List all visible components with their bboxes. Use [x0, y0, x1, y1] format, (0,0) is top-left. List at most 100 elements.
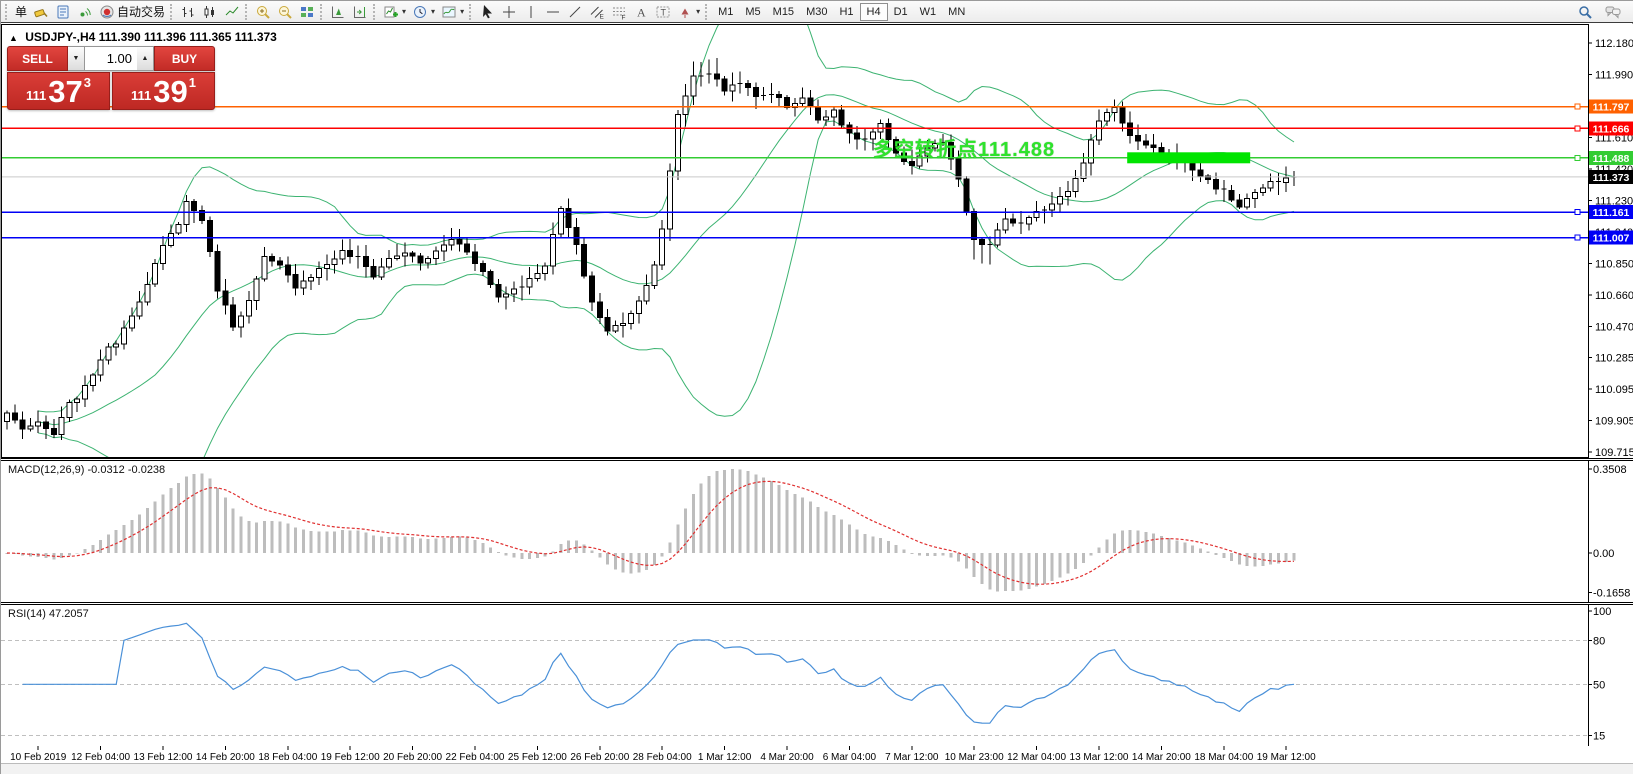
current-price-label: 111.373 [1593, 172, 1630, 184]
timeframe-H4-button[interactable]: H4 [859, 2, 888, 21]
chart-shift-icon-button[interactable] [349, 2, 371, 22]
metaeditor-icon-button[interactable] [52, 2, 74, 22]
timeframe-H1-button[interactable]: H1 [839, 5, 854, 18]
buy-price-button[interactable]: 111 39 1 [112, 72, 215, 110]
pane-divider[interactable] [1, 458, 1633, 461]
date-axis[interactable]: 10 Feb 2019 12 Feb 04:00 13 Feb 12:00 14 Fe… [1, 746, 1633, 763]
sell-button[interactable]: SELL [7, 46, 68, 71]
periods-icon-button[interactable]: ▾ [409, 2, 438, 22]
toolbar-group-handle[interactable] [373, 3, 376, 20]
styler-icon-button[interactable] [30, 2, 52, 22]
date-label: 18 Feb 04:00 [258, 752, 317, 763]
toolbar-group-handle[interactable] [5, 3, 8, 20]
new-order-button[interactable]: 单 [12, 2, 30, 22]
bar-chart-icon [182, 6, 194, 17]
timeframe-D1-button[interactable]: D1 [893, 5, 908, 18]
autotrading-label: 自动交易 [117, 5, 166, 19]
dropdown-caret-icon[interactable]: ▾ [460, 7, 465, 16]
sell-price-button[interactable]: 111 37 3 [7, 72, 110, 110]
toolbar-group-handle[interactable] [320, 3, 323, 20]
horizontal-lines[interactable] [1, 103, 1588, 241]
dropdown-caret-icon[interactable]: ▾ [402, 7, 407, 16]
text-label-icon-button[interactable]: T [652, 2, 674, 22]
macd-axis-label: 0.00 [1593, 548, 1614, 560]
date-label: 12 Mar 04:00 [1007, 752, 1066, 763]
timeframe-M1-button[interactable]: M1 [718, 5, 734, 18]
arrows-icon-button[interactable]: ▾ [674, 2, 703, 22]
equidistant-channel-icon-button[interactable]: E [586, 2, 608, 22]
ohlc-values: 111.390 111.396 111.365 111.373 [98, 30, 277, 44]
fibonacci-icon-button[interactable]: F [608, 2, 630, 22]
volume-increase-button[interactable]: ▲ [137, 46, 154, 71]
crosshair-icon-button[interactable] [498, 2, 520, 22]
date-axis-labels[interactable]: 10 Feb 2019 12 Feb 04:00 13 Feb 12:00 14 Fe… [10, 746, 1316, 763]
rsi-pane[interactable]: 100 80 50 15 [1, 605, 1633, 746]
cursor-icon [483, 4, 493, 18]
timeframe-M30-button[interactable]: M30 [806, 5, 828, 18]
search-button[interactable] [1574, 2, 1596, 22]
timeframe-M5-button[interactable]: M5 [745, 5, 761, 18]
indicators-icon [384, 6, 399, 17]
hline-price-label: 111.007 [1593, 233, 1630, 245]
indicators-icon-button[interactable]: ▾ [380, 2, 409, 22]
highlight-bar[interactable] [1127, 152, 1251, 164]
macd-pane[interactable]: 0.3508 0.00 -0.1658 [1, 461, 1633, 602]
toolbar-group-handle[interactable] [245, 3, 248, 20]
sell-price-pip: 3 [83, 75, 91, 90]
horizontal-line-icon-button[interactable] [542, 2, 564, 22]
timeframe-MN-button[interactable]: MN [948, 5, 966, 18]
line-chart-icon-button[interactable] [221, 2, 243, 22]
hline-price-label: 111.666 [1593, 123, 1630, 135]
collapse-panel-icon[interactable]: ▲ [9, 33, 18, 43]
date-label: 14 Feb 20:00 [196, 752, 255, 763]
equidistant-channel-icon: E [590, 6, 605, 20]
tile-windows-icon [301, 6, 314, 17]
auto-scroll-icon [332, 6, 344, 18]
date-label: 25 Feb 12:00 [508, 752, 567, 763]
buy-button[interactable]: BUY [154, 46, 215, 71]
bar-chart-icon-button[interactable] [177, 2, 199, 22]
svg-text:T: T [661, 7, 667, 17]
styler-icon [34, 8, 48, 17]
date-label: 7 Mar 12:00 [885, 752, 939, 763]
search-icon [1579, 5, 1592, 19]
signals-icon-button[interactable] [74, 2, 96, 22]
autotrading-icon [100, 5, 114, 18]
date-label: 18 Mar 04:00 [1194, 752, 1253, 763]
rsi-axis[interactable]: 100 80 50 15 [1588, 605, 1611, 746]
spin-up-icon: ▲ [141, 55, 149, 62]
macd-axis[interactable]: 0.3508 0.00 -0.1658 [1588, 461, 1630, 602]
price-chart-pane[interactable]: 112.180111.990111.610111.420111.230111.0… [1, 24, 1633, 458]
trendline-icon-button[interactable] [564, 2, 586, 22]
crosshair-icon [503, 5, 516, 18]
cursor-icon-button[interactable] [476, 2, 498, 22]
timeframe-M15-button[interactable]: M15 [772, 5, 795, 18]
vertical-line-icon-button[interactable] [520, 2, 542, 22]
dropdown-caret-icon[interactable]: ▾ [696, 7, 701, 16]
tile-windows-icon-button[interactable] [296, 2, 318, 22]
bollinger-bands[interactable] [38, 24, 1295, 458]
timeframe-W1-button[interactable]: W1 [919, 5, 937, 18]
pane-divider[interactable] [1, 602, 1633, 605]
rsi-axis-label: 50 [1593, 679, 1605, 691]
zoom-out-icon-button[interactable] [274, 2, 296, 22]
toolbar-group-handle[interactable] [469, 3, 472, 20]
toolbar-group-handle[interactable] [170, 3, 173, 20]
auto-scroll-icon-button[interactable] [327, 2, 349, 22]
spin-down-icon: ▼ [72, 55, 80, 62]
buy-price-pip: 1 [188, 75, 196, 90]
text-icon-button[interactable]: A [630, 2, 652, 22]
chat-button[interactable] [1602, 2, 1624, 22]
price-axis-label: 110.470 [1595, 322, 1633, 334]
candlesticks [4, 58, 1297, 440]
price-axis[interactable]: 112.180111.990111.610111.420111.230111.0… [1588, 24, 1633, 458]
candlestick-chart-icon-button[interactable] [199, 2, 221, 22]
autotrading-button[interactable]: 自动交易 [96, 2, 168, 22]
zoom-in-icon-button[interactable] [252, 2, 274, 22]
rsi-line [22, 622, 1295, 724]
volume-decrease-button[interactable]: ▼ [68, 46, 85, 71]
templates-icon-button[interactable]: ▾ [438, 2, 467, 22]
toolbar-group-handle[interactable] [705, 3, 708, 20]
dropdown-caret-icon[interactable]: ▾ [431, 7, 436, 16]
volume-input[interactable]: 1.00 [85, 46, 137, 71]
